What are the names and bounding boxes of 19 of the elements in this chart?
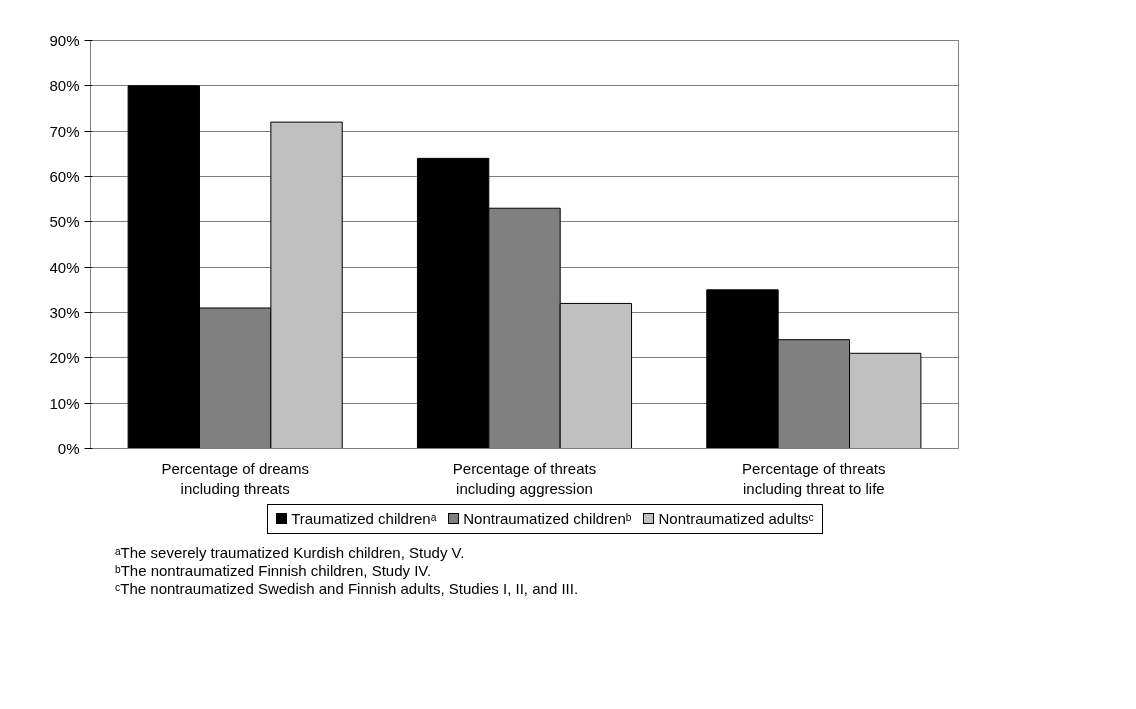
y-tick-label: 20% — [49, 349, 80, 367]
text: ᶜThe nontraumatized Swedish and Finnish adults, Studies I, II, and III. — [115, 579, 579, 598]
legend-label: Nontraumatized childrenᵇ — [462, 509, 632, 529]
y-tick-label: 60% — [49, 168, 80, 185]
y-tick-label: 90% — [49, 32, 80, 49]
y-tick-label: 30% — [49, 304, 80, 321]
legend-label: Nontraumatized adultsᶜ — [657, 509, 814, 529]
text: ᵇThe nontraumatized Finnish children, Study IV. — [115, 561, 433, 580]
y-tick-label: 10% — [49, 394, 80, 412]
y-tick-label: 70% — [49, 122, 80, 140]
legend-label: Traumatized childrenᵃ — [290, 509, 437, 529]
x-tick-label: Percentage of threats including aggression — [452, 459, 597, 497]
y-tick-label: 40% — [49, 258, 80, 276]
x-tick-label: Percentage of dreams including threats — [161, 459, 309, 497]
x-tick-label: Percentage of threats including threat to life — [742, 459, 886, 497]
y-tick-label: 0% — [57, 440, 80, 457]
text: ᵃThe severely traumatized Kurdish children, Study V. — [115, 543, 466, 562]
y-tick-label: 50% — [49, 213, 80, 231]
y-tick-label: 80% — [49, 77, 80, 95]
